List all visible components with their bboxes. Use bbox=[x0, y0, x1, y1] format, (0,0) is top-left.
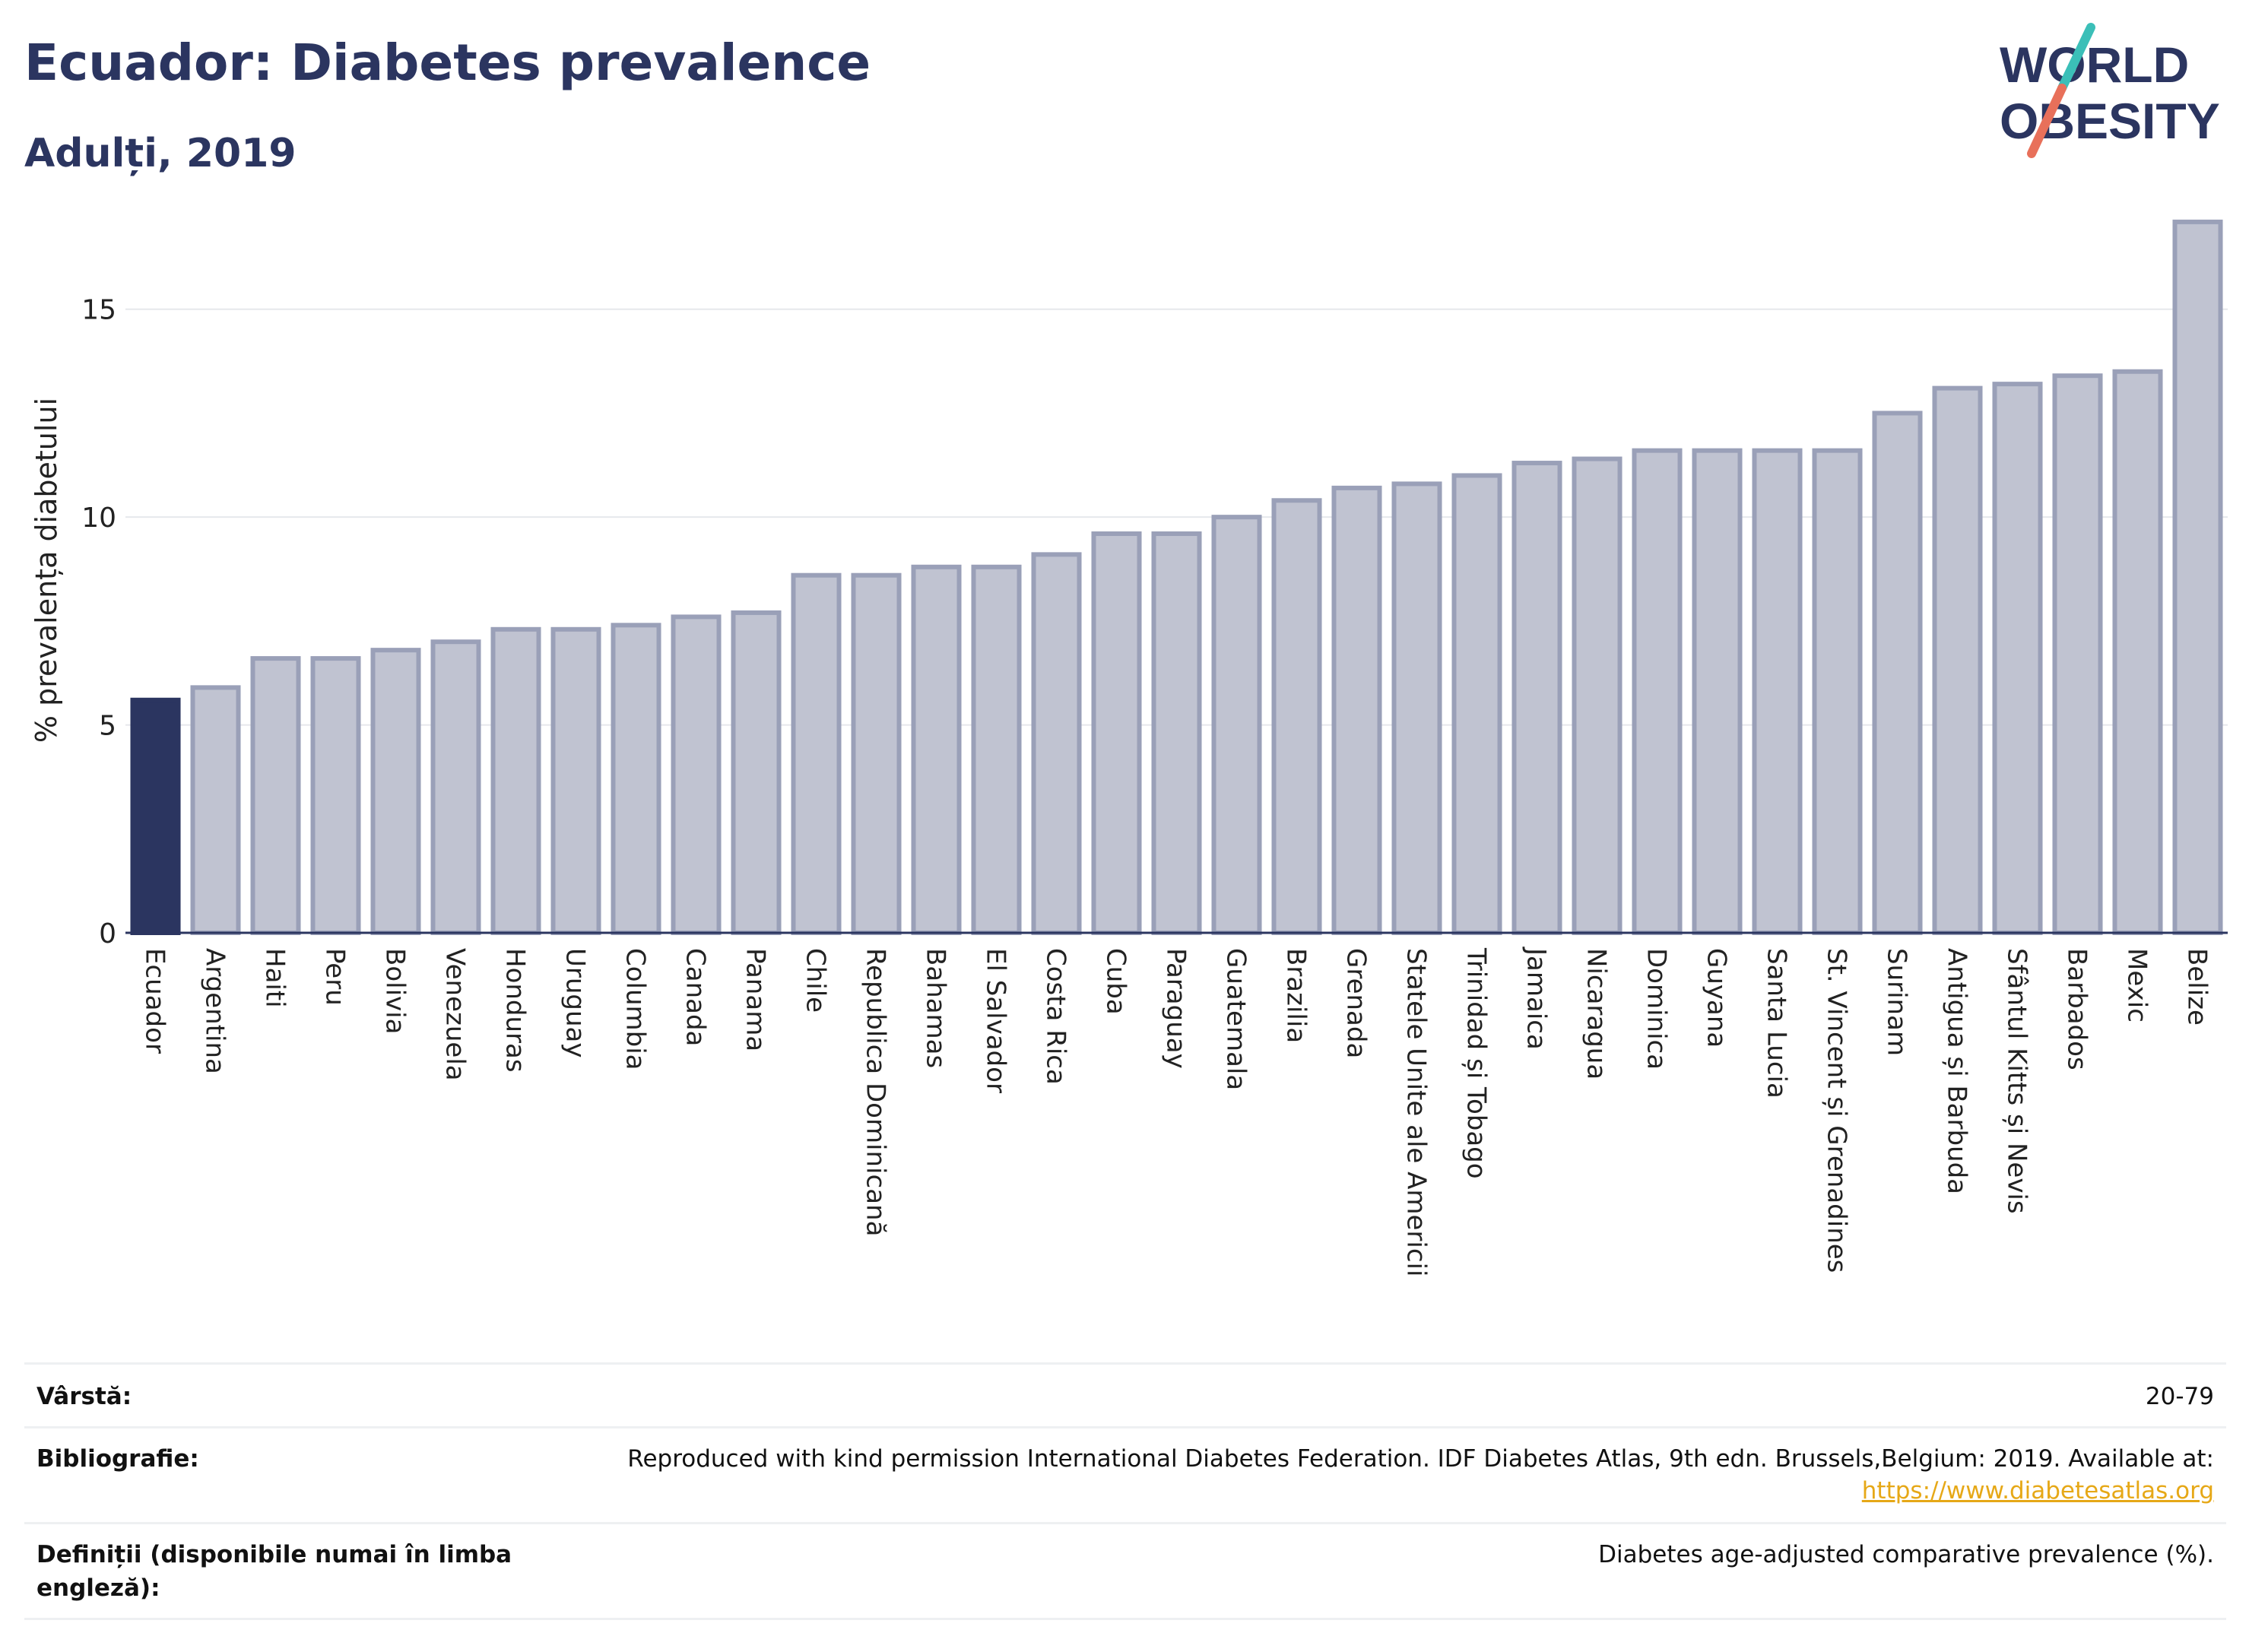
bar-chart: 0 5 10 15 Ecuador Argentina Haiti Peru Bolivia V… bbox=[30, 219, 2228, 1276]
bar bbox=[911, 564, 962, 935]
x-tick-label: St. Vincent și Grenadines bbox=[1822, 948, 1852, 1273]
bar bbox=[611, 623, 661, 936]
meta-age-value: 20-79 bbox=[2145, 1383, 2214, 1410]
x-tick-label: Trinidad și Tobago bbox=[1461, 947, 1492, 1179]
x-tick-label: Statele Unite ale Americii bbox=[1401, 948, 1432, 1276]
x-tick-label: Antigua și Barbuda bbox=[1942, 948, 1972, 1194]
meta-row-bibliography: Bibliografie: Reproduced with kind permi… bbox=[24, 1426, 2226, 1524]
x-tick-label: Bolivia bbox=[380, 948, 411, 1034]
x-tick-label: Jamaica bbox=[1521, 946, 1552, 1050]
x-tick-label: Uruguay bbox=[560, 948, 591, 1058]
bar bbox=[671, 614, 722, 935]
metadata-table: Vârstă: 20-79 Bibliografie: Reproduced w… bbox=[24, 1362, 2226, 1621]
x-tick-label: Paraguay bbox=[1161, 948, 1191, 1069]
bar bbox=[1211, 515, 1262, 935]
y-tick-label: 0 bbox=[99, 918, 116, 950]
meta-row-definitions: Definiții (disponibile numai în limba en… bbox=[24, 1522, 2226, 1620]
x-tick-label: Republica Dominicană bbox=[861, 948, 891, 1236]
x-tick-label: Canada bbox=[680, 948, 711, 1046]
y-axis-label: % prevalența diabetului bbox=[30, 398, 63, 743]
x-tick-label: Barbados bbox=[2062, 948, 2092, 1070]
meta-bottom-border bbox=[24, 1618, 2226, 1620]
x-tick-label: Chile bbox=[801, 948, 831, 1013]
x-tick-label: Grenada bbox=[1341, 948, 1372, 1058]
meta-def-value: Diabetes age-adjusted comparative preval… bbox=[1598, 1541, 2214, 1568]
x-tick-label: Ecuador bbox=[140, 948, 170, 1054]
x-tick-label: Guyana bbox=[1702, 948, 1732, 1048]
bar bbox=[1151, 531, 1202, 935]
x-tick-labels: Ecuador Argentina Haiti Peru Bolivia Venezuel… bbox=[140, 946, 2213, 1276]
bar bbox=[490, 626, 541, 936]
logo-text-world: WORLD bbox=[2000, 36, 2189, 93]
x-tick-label: Bahamas bbox=[921, 948, 951, 1068]
bar bbox=[2172, 219, 2223, 936]
bar bbox=[430, 639, 481, 935]
x-tick-label: El Salvador bbox=[981, 948, 1011, 1093]
x-tick-label: Dominica bbox=[1642, 948, 1672, 1070]
bar bbox=[1271, 498, 1322, 935]
bar bbox=[2112, 369, 2163, 935]
x-tick-label: Haiti bbox=[260, 948, 290, 1008]
x-tick-label: Argentina bbox=[200, 948, 230, 1074]
bar bbox=[550, 626, 601, 936]
bar bbox=[791, 572, 842, 936]
bar bbox=[370, 648, 421, 935]
x-tick-label: Panama bbox=[741, 948, 771, 1051]
meta-bib-label: Bibliografie: bbox=[36, 1445, 199, 1473]
bar bbox=[1812, 448, 1863, 935]
bar bbox=[1331, 485, 1382, 935]
bar bbox=[851, 572, 902, 936]
bar bbox=[731, 610, 782, 935]
bar bbox=[1572, 456, 1623, 935]
bar bbox=[1752, 448, 1803, 935]
x-tick-label: Brazilia bbox=[1281, 948, 1312, 1043]
x-tick-label: Surinam bbox=[1882, 948, 1912, 1056]
x-tick-label: Nicaragua bbox=[1581, 948, 1612, 1080]
page-title: Ecuador: Diabetes prevalence bbox=[24, 33, 871, 92]
bar bbox=[1872, 411, 1923, 935]
y-tick-label: 5 bbox=[99, 711, 116, 742]
x-tick-label: Columbia bbox=[620, 948, 651, 1070]
bar bbox=[250, 656, 301, 935]
page-subtitle: Adulți, 2019 bbox=[24, 131, 297, 176]
meta-row-age: Vârstă: 20-79 bbox=[24, 1362, 2226, 1428]
bar bbox=[1511, 461, 1562, 935]
bar bbox=[2052, 373, 2103, 935]
x-tick-label: Peru bbox=[320, 948, 351, 1006]
bar bbox=[1692, 448, 1743, 935]
x-tick-label: Honduras bbox=[500, 948, 531, 1073]
x-tick-label: Sfântul Kitts și Nevis bbox=[2002, 948, 2032, 1214]
logo-accent-teal bbox=[2057, 23, 2095, 93]
bar bbox=[1992, 382, 2043, 935]
meta-bib-link-wrap: https://www.diabetesatlas.org bbox=[1862, 1474, 2214, 1508]
x-tick-label: Mexic bbox=[2122, 948, 2152, 1023]
bar bbox=[310, 656, 361, 935]
bar bbox=[1451, 473, 1502, 935]
y-tick-label: 15 bbox=[81, 295, 116, 326]
bar bbox=[1391, 481, 1442, 935]
bar bbox=[971, 564, 1022, 935]
bar bbox=[1932, 385, 1983, 936]
x-tick-label: Belize bbox=[2182, 948, 2213, 1026]
bars bbox=[130, 219, 2223, 936]
world-obesity-logo: WORLD OBESITY bbox=[2000, 23, 2220, 158]
x-tick-label: Guatemala bbox=[1221, 948, 1251, 1090]
bar bbox=[1632, 448, 1683, 935]
meta-def-label: Definiții (disponibile numai în limba en… bbox=[36, 1541, 512, 1602]
x-tick-label: Costa Rica bbox=[1041, 948, 1071, 1085]
logo-accent-coral bbox=[2027, 84, 2067, 158]
y-tick-label: 10 bbox=[81, 503, 116, 534]
bar bbox=[1091, 531, 1142, 935]
x-tick-label: Cuba bbox=[1101, 948, 1131, 1015]
x-tick-label: Venezuela bbox=[440, 948, 471, 1081]
y-tick-labels: 0 5 10 15 bbox=[81, 295, 116, 950]
bibliography-link[interactable]: https://www.diabetesatlas.org bbox=[1861, 1477, 2214, 1505]
bar bbox=[130, 697, 181, 935]
x-tick-label: Santa Lucia bbox=[1762, 948, 1792, 1099]
bar bbox=[190, 685, 241, 936]
meta-age-label: Vârstă: bbox=[36, 1383, 132, 1410]
bar bbox=[1031, 552, 1082, 935]
meta-bib-value: Reproduced with kind permission Internat… bbox=[627, 1445, 2214, 1473]
